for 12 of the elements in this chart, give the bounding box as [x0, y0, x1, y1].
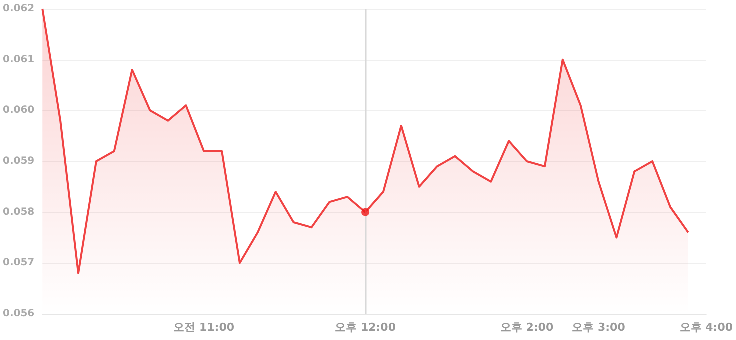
y-tick-label: 0.056	[2, 308, 35, 320]
y-tick-label: 0.060	[2, 105, 35, 116]
x-tick-label: 오후 4:00	[680, 321, 734, 334]
x-tick-label: 오후 3:00	[572, 321, 626, 334]
x-tick-label: 오후 2:00	[500, 321, 554, 334]
y-tick-label: 0.059	[2, 156, 35, 167]
y-tick-label: 0.058	[2, 206, 35, 218]
x-tick-label: 오후 12:00	[335, 321, 396, 334]
y-tick-label: 0.061	[2, 54, 35, 66]
x-tick-label: 오전 11:00	[174, 321, 235, 334]
y-tick-label: 0.062	[2, 4, 35, 14]
y-tick-label: 0.057	[2, 258, 35, 269]
